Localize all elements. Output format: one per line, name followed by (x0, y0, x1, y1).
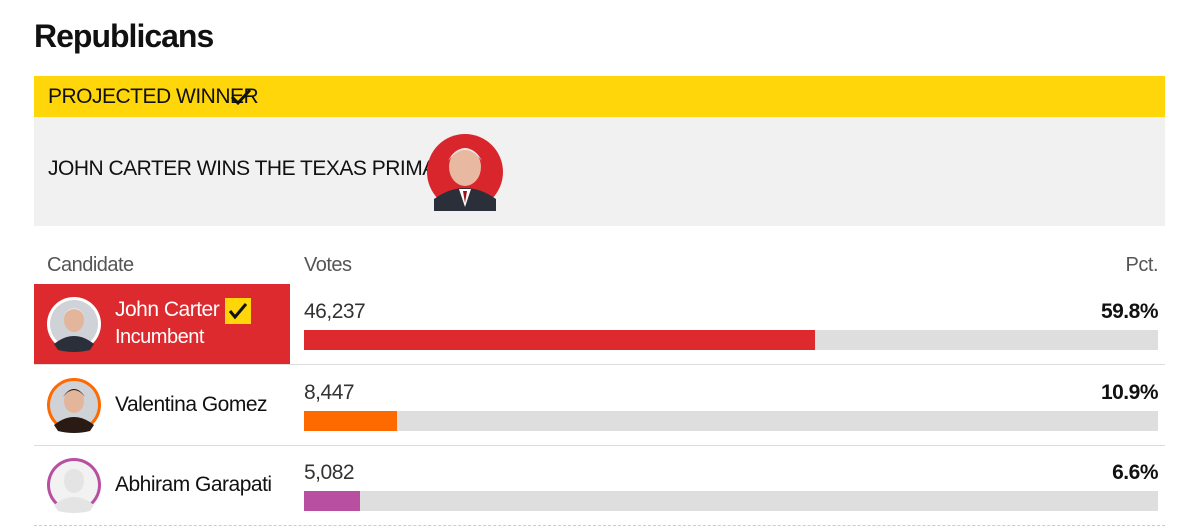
check-icon (230, 88, 252, 106)
vote-count: 46,237 (304, 300, 366, 323)
candidate-photo (47, 378, 101, 433)
vote-bar (304, 491, 361, 511)
winner-photo (427, 134, 503, 211)
column-header: Pct. (1125, 254, 1159, 276)
winner-box: JOHN CARTER WINS THE TEXAS PRIMARY (34, 117, 1165, 226)
candidate-status: Incumbent (115, 326, 204, 348)
candidate-cell: John Carter Incumbent (34, 284, 290, 364)
vote-count: 5,082 (304, 461, 355, 484)
winner-check (225, 298, 251, 324)
headline: JOHN CARTER WINS THE TEXAS PRIMARY (48, 157, 464, 180)
candidate-name: Abhiram Garapati (115, 473, 272, 496)
vote-percent: 6.6% (1112, 461, 1158, 484)
candidate-photo (47, 458, 101, 513)
result-row: Abhiram Garapati 5,082 6.6% (34, 445, 1165, 526)
candidate-cell: Abhiram Garapati (34, 445, 290, 525)
candidate-name: John Carter (115, 298, 220, 321)
vote-count: 8,447 (304, 381, 355, 404)
candidate-cell: Valentina Gomez (34, 365, 290, 445)
bar-track (304, 491, 1158, 511)
vote-bar (304, 330, 815, 350)
candidate-photo (47, 297, 101, 352)
winner-banner: PROJECTED WINNER (34, 76, 1165, 117)
column-header: Candidate (47, 254, 134, 276)
banner-label: PROJECTED WINNER (48, 85, 259, 108)
bar-track (304, 411, 1158, 431)
vote-percent: 10.9% (1100, 381, 1159, 404)
result-row: John Carter Incumbent 46,237 59.8% (34, 284, 1165, 365)
vote-bar (304, 411, 398, 431)
column-header: Votes (304, 254, 352, 276)
section-title: Republicans (34, 18, 214, 54)
result-row: Valentina Gomez 8,447 10.9% (34, 365, 1165, 446)
vote-percent: 59.8% (1100, 300, 1159, 323)
bar-track (304, 330, 1158, 350)
candidate-name: Valentina Gomez (115, 393, 268, 416)
